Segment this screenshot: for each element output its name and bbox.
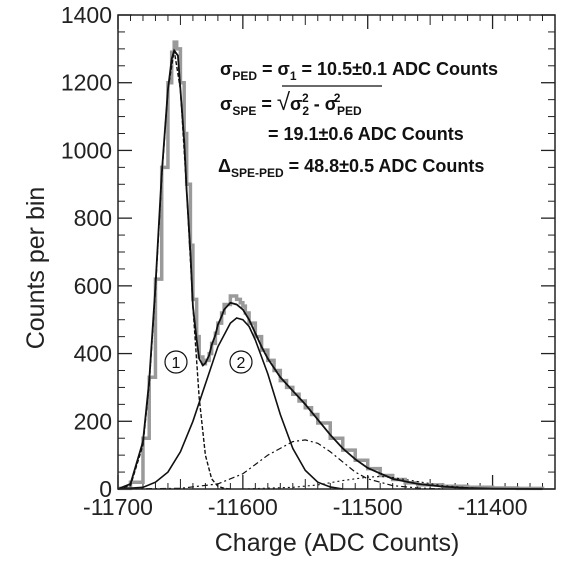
- x-tick-label: -11700: [83, 494, 153, 520]
- peak-label-2-circle: [229, 350, 253, 374]
- peak-label-1-group: 1: [164, 350, 188, 374]
- annotation-sigma-spe: σSPE = √σ22 - σPED2: [220, 89, 362, 118]
- y-axis-title: Counts per bin: [22, 187, 50, 350]
- y-tick-label: 1400: [61, 2, 112, 28]
- y-tick-label: 1000: [61, 137, 112, 163]
- spe-gaussian-series: [117, 317, 343, 490]
- fit-annotations: σPED = σ1 = 10.5±0.1 ADC Counts σSPE = √…: [218, 59, 498, 180]
- y-tick-label: 800: [74, 205, 112, 231]
- annotation-sigma-ped: σPED = σ1 = 10.5±0.1 ADC Counts: [220, 59, 498, 83]
- x-axis-title: Charge (ADC Counts): [215, 529, 460, 557]
- annotation-delta: ΔSPE-PED = 48.8±0.5 ADC Counts: [218, 156, 484, 180]
- y-axis-title-group: Counts per bin: [22, 187, 50, 350]
- y-tick-label: 400: [74, 341, 112, 367]
- two-pe-series: [117, 439, 443, 490]
- y-tick-label: 200: [74, 408, 112, 434]
- x-tick-label: -11600: [208, 494, 278, 520]
- y-tick-label: 600: [74, 273, 112, 299]
- x-tick-label: -11400: [458, 494, 528, 520]
- peak-label-1-circle: [164, 350, 188, 374]
- plot-frame: [117, 14, 556, 490]
- y-tick-label: 1200: [61, 70, 112, 96]
- annotation-sigma-spe-value: = 19.1±0.6 ADC Counts: [268, 124, 464, 144]
- three-pe-series: [242, 475, 493, 490]
- peak-label-2: 2: [237, 355, 246, 372]
- data-series: [117, 40, 545, 491]
- total-fit-series: [117, 48, 543, 490]
- y-tick-label: 0: [99, 476, 112, 502]
- pedestal-gaussian-series: [117, 50, 231, 490]
- x-tick-label: -11500: [333, 494, 403, 520]
- peak-label-2-group: 2: [229, 350, 253, 374]
- axis-ticks: 0 200 400 600 800 1000 1200 1400 -11700 -11600 -11…: [61, 2, 556, 520]
- peak-label-1: 1: [172, 355, 181, 372]
